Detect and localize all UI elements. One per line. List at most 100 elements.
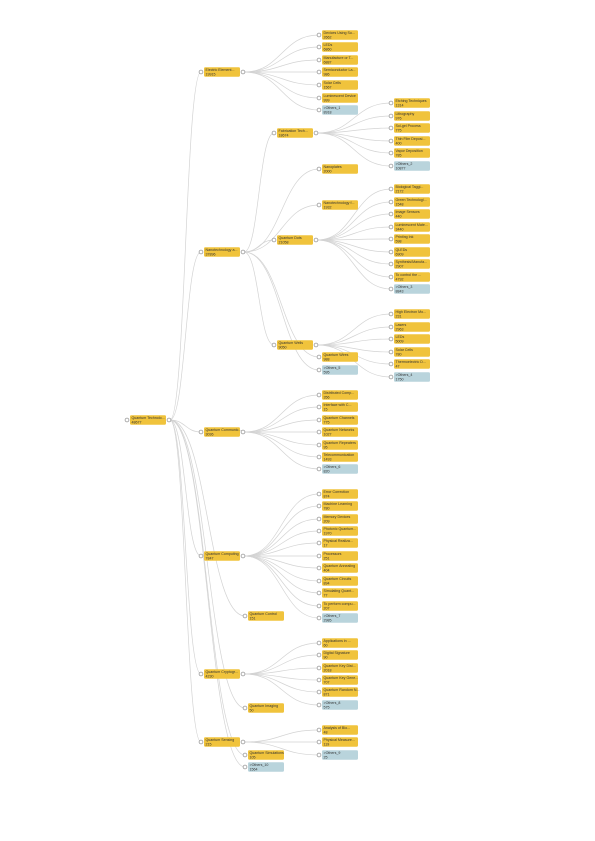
node-collapse-toggle[interactable] — [388, 249, 394, 255]
tree-node-fabrication-tech[interactable]: Fabrication Tech...18674 — [271, 128, 319, 138]
node-collapse-toggle[interactable] — [388, 311, 394, 317]
node-collapse-toggle[interactable] — [316, 578, 322, 584]
others-node[interactable]: >Others_925 — [316, 750, 358, 760]
tree-node-quantum-technolo[interactable]: Quantum Technolo...48677 — [124, 415, 172, 425]
node-collapse-toggle[interactable] — [316, 727, 322, 733]
node-collapse-toggle[interactable] — [316, 590, 322, 596]
tree-node-quantum-communic[interactable]: Quantum Communic...3036 — [198, 427, 246, 437]
node-collapse-toggle[interactable] — [388, 374, 394, 380]
tree-node-physical-realiza[interactable]: Physical Realiza...17 — [316, 538, 358, 548]
node-collapse-toggle[interactable] — [388, 261, 394, 267]
node-expand-toggle[interactable] — [240, 69, 246, 75]
tree-node-high-electron-mo[interactable]: High Electron Mo...231 — [388, 309, 430, 319]
tree-node-applications-in[interactable]: Applications in ...60 — [316, 638, 358, 648]
tree-node-green-technologi[interactable]: Green Technologi...1548 — [388, 197, 430, 207]
node-collapse-toggle[interactable] — [388, 186, 394, 192]
node-collapse-toggle[interactable] — [242, 705, 248, 711]
tree-node-quantum-key-gene[interactable]: Quantum Key Gene...707 — [316, 675, 358, 685]
tree-node-thin-film-deposi[interactable]: Thin Film Deposi...400 — [388, 136, 430, 146]
node-collapse-toggle[interactable] — [316, 603, 322, 609]
node-collapse-toggle[interactable] — [316, 354, 322, 360]
node-collapse-toggle[interactable] — [388, 324, 394, 330]
node-collapse-toggle[interactable] — [316, 553, 322, 559]
node-expand-toggle[interactable] — [240, 249, 246, 255]
node-collapse-toggle[interactable] — [124, 417, 130, 423]
node-collapse-toggle[interactable] — [271, 237, 277, 243]
node-expand-toggle[interactable] — [240, 739, 246, 745]
node-collapse-toggle[interactable] — [316, 665, 322, 671]
node-collapse-toggle[interactable] — [316, 540, 322, 546]
node-expand-toggle[interactable] — [166, 417, 172, 423]
node-collapse-toggle[interactable] — [316, 392, 322, 398]
tree-node-semiconductor-la[interactable]: Semiconductor La...986 — [316, 67, 358, 77]
node-collapse-toggle[interactable] — [316, 166, 322, 172]
node-collapse-toggle[interactable] — [198, 249, 204, 255]
node-collapse-toggle[interactable] — [198, 739, 204, 745]
node-collapse-toggle[interactable] — [388, 199, 394, 205]
node-collapse-toggle[interactable] — [388, 224, 394, 230]
node-collapse-toggle[interactable] — [316, 44, 322, 50]
tree-node-physical-measure[interactable]: Physical Measure...119 — [316, 737, 358, 747]
tree-node-thermoelectric-d[interactable]: Thermoelectric D...47 — [388, 359, 430, 369]
node-collapse-toggle[interactable] — [316, 82, 322, 88]
node-collapse-toggle[interactable] — [316, 689, 322, 695]
node-collapse-toggle[interactable] — [316, 57, 322, 63]
node-collapse-toggle[interactable] — [316, 491, 322, 497]
tree-node-quantum-key-dist[interactable]: Quantum Key Dist...2018 — [316, 663, 358, 673]
node-collapse-toggle[interactable] — [316, 739, 322, 745]
node-collapse-toggle[interactable] — [316, 565, 322, 571]
tree-node-distributed-comp[interactable]: Distributed Comp...356 — [316, 390, 358, 400]
node-collapse-toggle[interactable] — [388, 286, 394, 292]
node-collapse-toggle[interactable] — [316, 404, 322, 410]
node-collapse-toggle[interactable] — [316, 516, 322, 522]
node-collapse-toggle[interactable] — [388, 274, 394, 280]
node-collapse-toggle[interactable] — [316, 528, 322, 534]
node-collapse-toggle[interactable] — [198, 429, 204, 435]
tree-node-quantum-random-n[interactable]: Quantum Random N...871 — [316, 687, 359, 697]
node-expand-toggle[interactable] — [313, 130, 319, 136]
tree-node-biological-taggi[interactable]: Biological Taggi...2172 — [388, 184, 430, 194]
node-collapse-toggle[interactable] — [316, 615, 322, 621]
tree-node-nanotechnology-a[interactable]: Nanotechnology a...37896 — [198, 247, 246, 257]
node-collapse-toggle[interactable] — [388, 150, 394, 156]
node-collapse-toggle[interactable] — [242, 613, 248, 619]
node-collapse-toggle[interactable] — [316, 454, 322, 460]
tree-node-photonic-quantum[interactable]: Photonic Quantum...1970 — [316, 526, 358, 536]
node-collapse-toggle[interactable] — [316, 466, 322, 472]
node-expand-toggle[interactable] — [313, 342, 319, 348]
node-collapse-toggle[interactable] — [316, 95, 322, 101]
node-collapse-toggle[interactable] — [388, 361, 394, 367]
node-collapse-toggle[interactable] — [316, 417, 322, 423]
node-collapse-toggle[interactable] — [316, 429, 322, 435]
node-collapse-toggle[interactable] — [198, 553, 204, 559]
tree-node-devices-using-su[interactable]: Devices Using Su...2662 — [316, 30, 358, 40]
